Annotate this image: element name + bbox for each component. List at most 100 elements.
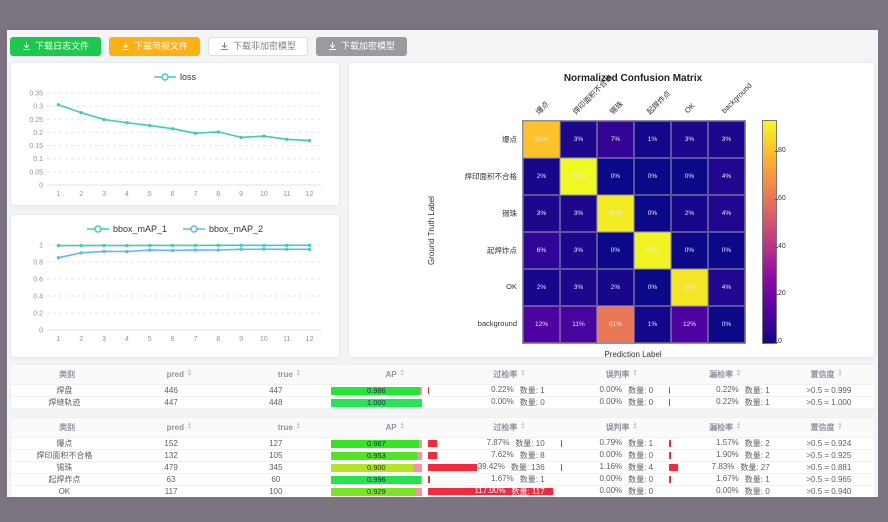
sort-icon: ▲ ▼ (295, 367, 301, 378)
toolbar: 下载日志文件 下载简报文件 下载非加密模型 下载加密模型 (7, 30, 878, 62)
matrix-cell: 11% (560, 306, 597, 343)
legend-marker-icon (153, 73, 176, 81)
download-button-label: 下载日志文件 (35, 41, 90, 51)
download-icon (122, 42, 130, 50)
download-button-1[interactable]: 下载日志文件 (10, 37, 102, 56)
ap-bar-remainder (420, 386, 422, 395)
matrix-cell: 12% (671, 306, 708, 343)
download-button-4[interactable]: 下载加密模型 (316, 37, 408, 56)
rate-percent: 0.00% (599, 385, 623, 394)
cell-misjudge-rate: 0.00% 数量: 0 (559, 450, 667, 461)
rate-percent: 7.87% (486, 438, 510, 447)
svg-text:2: 2 (79, 336, 83, 343)
rate-text: 1.90% 数量: 2 (716, 450, 770, 461)
rate-bar (669, 464, 678, 471)
matrix-cell: 12% (523, 306, 560, 343)
matrix-col-label: background (719, 80, 754, 115)
matrix-cell: 0% (708, 232, 745, 269)
rate-count: 数量: 117 (511, 487, 545, 496)
column-header-置信度[interactable]: 置信度 ▲ ▼ (779, 418, 874, 437)
column-header-AP[interactable]: AP ▲ ▼ (343, 365, 447, 384)
ap-value: 0.953 (366, 451, 386, 460)
column-header-误判率[interactable]: 误判率 ▲ ▼ (572, 418, 671, 437)
bbox-map-chart-legend: bbox_mAP_1 bbox_mAP_2 (19, 221, 331, 237)
sort-icon: ▲ ▼ (736, 367, 742, 378)
column-header-置信度[interactable]: 置信度 ▲ ▼ (779, 365, 874, 384)
left-chart-column: loss 0 0.05 0.1 0.15 0.2 0.25 0.3 0.35 1 2 3 4 5 6 7 8 9… (10, 62, 340, 358)
ap-bar-fill (331, 451, 418, 460)
cell-true: 100 (269, 487, 283, 496)
column-header-AP[interactable]: AP ▲ ▼ (343, 418, 447, 437)
sort-icon: ▲ ▼ (837, 367, 843, 378)
legend-label: bbox_mAP_2 (209, 224, 264, 234)
matrix-cell: 4% (708, 195, 745, 232)
rate-text: 1.57% 数量: 2 (716, 438, 770, 449)
column-header-true[interactable]: true ▲ ▼ (235, 418, 343, 437)
ap-bar: 0.996 (331, 475, 422, 484)
table-row: 焊盘 446 447 0.986 0.22% 数量: 1 0.00% 数量: 0 0.22% 数量… (11, 385, 874, 397)
charts-row: loss 0 0.05 0.1 0.15 0.2 0.25 0.3 0.35 1 2 3 4 5 6 7 8 9… (7, 62, 878, 359)
matrix-cell: 89% (671, 269, 708, 306)
column-header-漏检率[interactable]: 漏检率 ▲ ▼ (671, 365, 779, 384)
matrix-cell: 0% (634, 269, 671, 306)
column-header-漏检率[interactable]: 漏检率 ▲ ▼ (671, 418, 779, 437)
svg-text:1: 1 (56, 336, 60, 343)
rate-percent: 1.67% (716, 474, 739, 483)
rate-text: 0.22% 数量: 1 (716, 385, 770, 396)
ap-bar: 0.986 (331, 386, 422, 395)
svg-text:5: 5 (148, 336, 152, 343)
svg-text:8: 8 (216, 191, 220, 198)
cell-miss-rate: 1.90% 数量: 2 (667, 450, 784, 461)
matrix-row-label: 锡珠 (502, 208, 517, 218)
download-icon (23, 42, 30, 50)
svg-text:7: 7 (193, 336, 197, 343)
rate-percent: 0.79% (599, 438, 623, 447)
svg-text:6: 6 (171, 191, 175, 198)
matrix-cell: 81% (523, 121, 560, 158)
bbox-map-chart: 00.20.40.60.811 2 3 4 5 6 7 8 9 10 11 12 (33, 243, 321, 343)
rate-percent: 0.00% (716, 486, 739, 495)
svg-text:10: 10 (260, 191, 268, 198)
rate-count: 数量: 1 (519, 386, 545, 395)
legend-label: bbox_mAP_1 (112, 224, 167, 234)
cell-category: 焊盘 (56, 386, 73, 395)
cell-ap: 0.986 (327, 385, 426, 396)
svg-text:12: 12 (306, 336, 314, 343)
column-header-误判率[interactable]: 误判率 ▲ ▼ (572, 365, 671, 384)
svg-text:11: 11 (283, 191, 290, 198)
cell-pred: 152 (164, 439, 178, 448)
matrix-cell: 2% (523, 158, 560, 195)
column-header-类别: 类别 (11, 365, 123, 384)
cell-miss-rate: 1.57% 数量: 2 (667, 438, 784, 449)
ap-bar-remainder (415, 487, 422, 496)
legend-item-bbox_mAP_1[interactable]: bbox_mAP_1 (86, 224, 167, 234)
cell-pred: 447 (164, 398, 178, 407)
sort-icon: ▲ ▼ (399, 420, 405, 431)
ap-value: 1.000 (366, 398, 386, 407)
svg-text:8: 8 (216, 336, 220, 343)
column-header-过检率[interactable]: 过检率 ▲ ▼ (447, 365, 572, 384)
column-header-pred[interactable]: pred ▲ ▼ (123, 418, 235, 437)
cell-true: 60 (271, 475, 281, 484)
download-button-2[interactable]: 下载简报文件 (109, 37, 201, 56)
cell-over-rate: 0.22% 数量: 1 (426, 385, 559, 396)
rate-count: 数量: 4 (628, 463, 654, 472)
legend-item-bbox_mAP_2[interactable]: bbox_mAP_2 (183, 224, 263, 234)
svg-text:9: 9 (239, 191, 243, 198)
rate-percent: 7.62% (491, 450, 514, 459)
confusion-matrix-grid: 81% 3% 7% 1% 3% 3% 2% 93% 0% 0% 0% 4% 3% 3% 90% 0% 2% 4% 6… (522, 120, 746, 344)
cell-ap: 0.929 (327, 486, 426, 497)
legend-item-loss[interactable]: loss (153, 72, 196, 82)
matrix-cell: 0% (708, 306, 745, 343)
sort-icon: ▲ ▼ (186, 420, 192, 431)
column-header-pred[interactable]: pred ▲ ▼ (123, 365, 235, 384)
matrix-cell: 3% (708, 121, 745, 158)
svg-text:6: 6 (171, 336, 175, 343)
column-header-true[interactable]: true ▲ ▼ (235, 365, 343, 384)
ap-bar-fill (331, 487, 416, 496)
confusion-matrix-title: Normalized Confusion Matrix (563, 73, 703, 84)
column-header-过检率[interactable]: 过检率 ▲ ▼ (447, 418, 572, 437)
download-button-3[interactable]: 下载非加密模型 (208, 37, 309, 56)
column-header-label: 过检率 (493, 423, 518, 432)
column-header-label: 类别 (59, 423, 76, 432)
